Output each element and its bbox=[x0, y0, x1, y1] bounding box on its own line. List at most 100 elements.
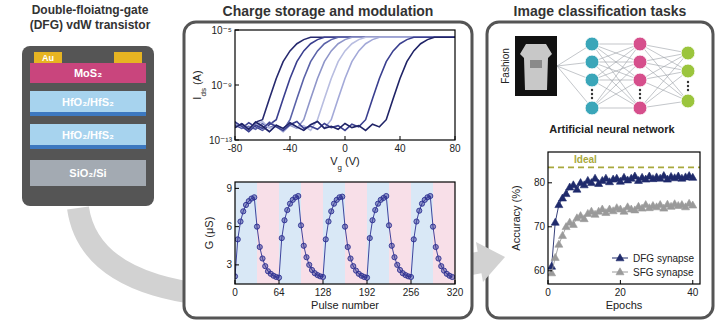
layer-stripe bbox=[30, 112, 146, 116]
x-tick-label: 40 bbox=[687, 287, 699, 298]
point bbox=[296, 193, 301, 198]
point bbox=[428, 193, 433, 198]
plot-area bbox=[235, 182, 455, 284]
nn-node bbox=[633, 55, 647, 69]
nn-edge bbox=[592, 80, 640, 108]
point bbox=[304, 255, 309, 260]
plot-frame bbox=[548, 152, 700, 284]
point bbox=[551, 253, 559, 260]
point bbox=[340, 194, 345, 199]
x-tick bbox=[345, 136, 346, 140]
stack-background bbox=[22, 46, 154, 206]
x-tick-label: 320 bbox=[447, 287, 464, 298]
band bbox=[257, 182, 279, 284]
point bbox=[548, 269, 556, 276]
layer bbox=[30, 91, 146, 112]
point bbox=[395, 262, 400, 267]
reference-line bbox=[548, 167, 700, 169]
plot-frame bbox=[235, 182, 455, 284]
nn-edge bbox=[592, 80, 640, 108]
point bbox=[411, 237, 416, 242]
y-tick bbox=[548, 270, 552, 271]
nn-edge bbox=[640, 80, 688, 101]
point bbox=[252, 195, 257, 200]
point bbox=[558, 231, 566, 238]
point bbox=[417, 208, 422, 213]
figure: Double-floiatng-gate(DFG) vdW transistor… bbox=[0, 0, 720, 322]
point bbox=[364, 275, 369, 280]
x-tick bbox=[692, 280, 693, 284]
x-tick bbox=[323, 280, 324, 284]
series-line bbox=[235, 37, 455, 132]
layer bbox=[30, 63, 146, 83]
point bbox=[323, 237, 328, 242]
layer-label: HfO₂/HfS₂ bbox=[62, 129, 114, 141]
point bbox=[555, 201, 563, 208]
nn-edge bbox=[592, 44, 640, 62]
nn-edge bbox=[592, 62, 640, 108]
x-axis-label: Vg (V) bbox=[330, 155, 360, 172]
panel-title: Charge storage and modulation bbox=[223, 3, 434, 19]
point bbox=[298, 223, 303, 228]
nn-node bbox=[681, 46, 695, 60]
y-tick-label: 70 bbox=[534, 221, 546, 232]
plot-frame bbox=[235, 30, 455, 140]
y-tick bbox=[235, 140, 239, 141]
x-tick bbox=[235, 136, 236, 140]
x-tick bbox=[235, 280, 236, 284]
point bbox=[279, 236, 284, 241]
point bbox=[414, 219, 419, 224]
y-tick bbox=[548, 226, 552, 227]
input-image bbox=[515, 36, 557, 96]
panel-box bbox=[184, 22, 472, 318]
x-tick-label: 40 bbox=[394, 143, 406, 154]
nn-ellipsis bbox=[687, 81, 689, 83]
point bbox=[282, 218, 287, 223]
point bbox=[301, 243, 306, 248]
panel-title: Double-floiatng-gate bbox=[32, 3, 149, 17]
nn-node bbox=[633, 101, 647, 115]
y-tick-label: 9 bbox=[226, 183, 232, 194]
au-contact bbox=[114, 52, 142, 63]
layer-label: Au bbox=[42, 53, 54, 63]
point bbox=[285, 207, 290, 212]
chart: 064128192256320369Pulse numberG (μS) bbox=[203, 182, 464, 311]
panel-title: (DFG) vdW transistor bbox=[30, 18, 151, 32]
nn-edge bbox=[592, 62, 640, 80]
image-garment bbox=[520, 44, 552, 90]
series-line bbox=[235, 196, 452, 278]
y-tick-label: 80 bbox=[534, 177, 546, 188]
x-tick-label: 0 bbox=[232, 287, 238, 298]
series-line bbox=[235, 37, 455, 130]
layer-label: MoS₂ bbox=[74, 67, 102, 79]
x-tick bbox=[620, 280, 621, 284]
point bbox=[573, 185, 581, 192]
point bbox=[569, 220, 577, 227]
y-tick bbox=[235, 188, 239, 189]
legend: DFG synapseSFG synapse bbox=[612, 253, 695, 278]
legend-marker bbox=[616, 254, 624, 261]
layer-label: SiO₂/Si bbox=[69, 167, 106, 179]
y-tick bbox=[235, 30, 239, 31]
nn-ellipsis bbox=[639, 97, 641, 99]
nn-ellipsis bbox=[591, 93, 593, 95]
point bbox=[257, 244, 262, 249]
band bbox=[433, 182, 455, 284]
chart: -80-400408010⁻¹³10⁻⁹10⁻⁵Vg (V)Ids (A) bbox=[191, 25, 461, 172]
y-tick-label: 10⁻⁹ bbox=[211, 80, 232, 91]
nn-node bbox=[633, 37, 647, 51]
chart: 02040607080EpochsAccuracy (%)IdealDFG sy… bbox=[510, 152, 700, 311]
nn-edge bbox=[557, 66, 592, 108]
band bbox=[389, 182, 411, 284]
y-tick bbox=[235, 264, 239, 265]
point bbox=[392, 255, 397, 260]
band bbox=[301, 182, 323, 284]
x-axis-label: Pulse number bbox=[311, 299, 379, 311]
point bbox=[241, 209, 246, 214]
nn-node bbox=[585, 55, 599, 69]
legend-label: DFG synapse bbox=[633, 253, 695, 264]
series-line bbox=[235, 37, 455, 130]
nn-ellipsis bbox=[687, 89, 689, 91]
nn-connections bbox=[557, 44, 688, 108]
plot-area bbox=[548, 167, 700, 275]
